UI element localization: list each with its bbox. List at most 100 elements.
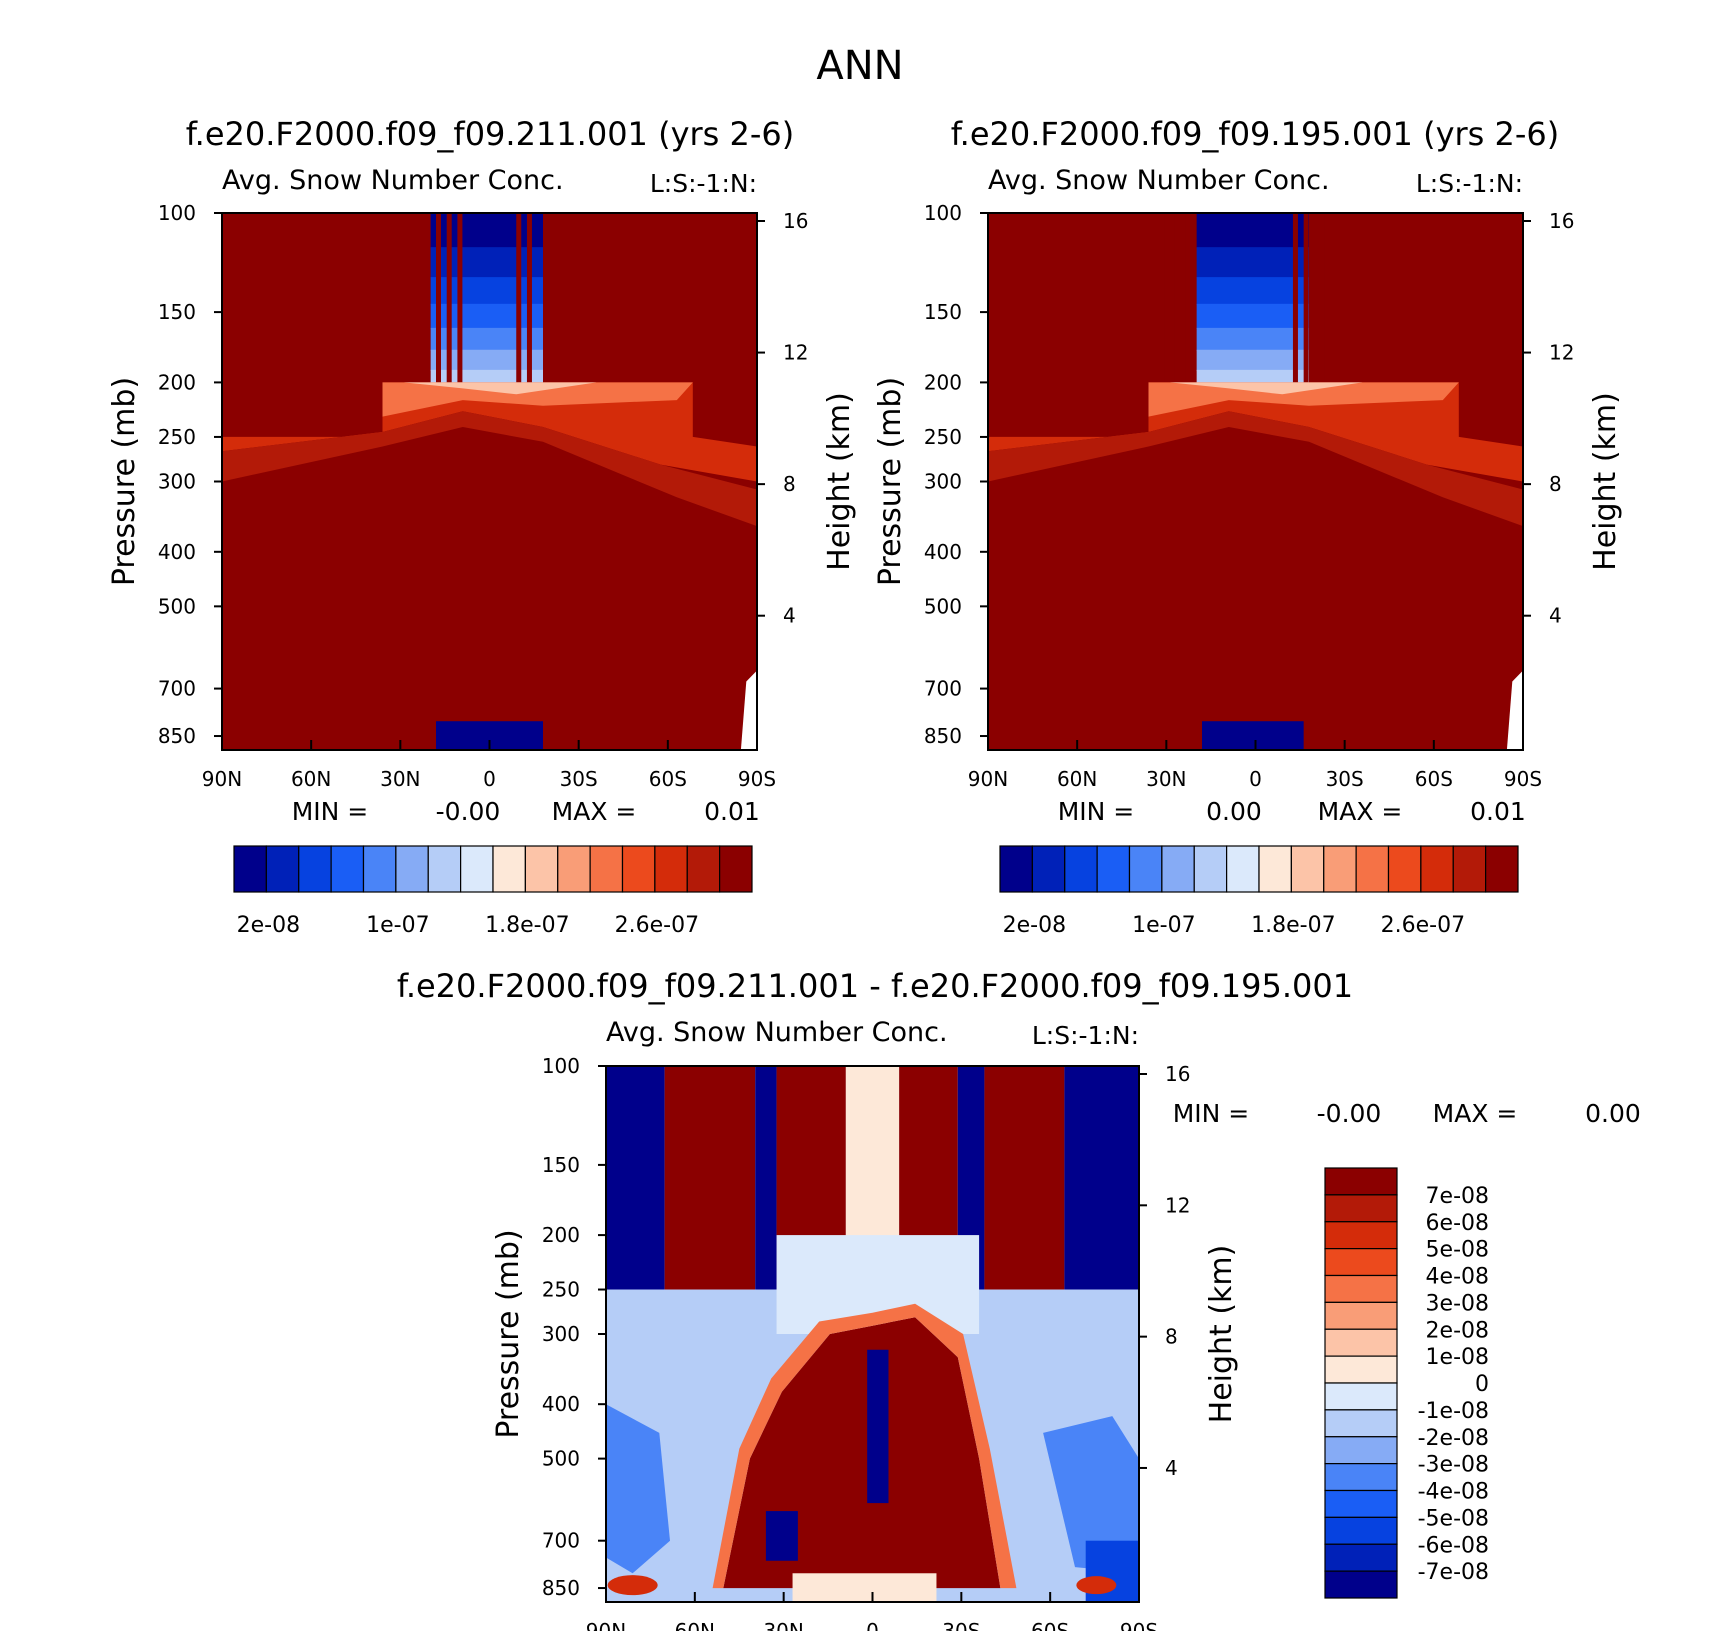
- side-patch: [1043, 1416, 1139, 1574]
- colorbar-swatch: [1324, 1489, 1398, 1518]
- x-tick-label: 90S: [1504, 767, 1542, 791]
- colorbar-label: 1.8e-07: [1251, 913, 1335, 938]
- upper-band: [1196, 247, 1309, 279]
- y-tick-label: 150: [542, 1153, 580, 1177]
- colorbar-swatch: [1324, 1274, 1398, 1303]
- streak: [1185, 213, 1191, 383]
- min-label: MIN =: [292, 797, 369, 826]
- min-value: -0.00: [436, 797, 501, 826]
- colorbar-swatch: [1324, 1221, 1398, 1250]
- colorbar-swatch: [1324, 1516, 1398, 1545]
- colorbar-label: -2e-08: [1418, 1426, 1489, 1451]
- y-tick-label: 700: [542, 1529, 580, 1553]
- colorbar-swatch: [1452, 845, 1487, 893]
- colorbar-label: -1e-08: [1418, 1399, 1489, 1424]
- colorbar-swatch: [1420, 845, 1454, 893]
- chart-subtitle: Avg. Snow Number Conc.: [606, 1017, 948, 1048]
- colorbar-label: -6e-08: [1418, 1533, 1489, 1558]
- y-tick-label: 850: [158, 724, 196, 748]
- chart-title: f.e20.F2000.f09_f09.211.001 - f.e20.F200…: [397, 967, 1353, 1005]
- x-tick-label: 90N: [586, 1619, 626, 1631]
- colorbar-swatch: [265, 845, 300, 893]
- x-tick-label: 60N: [1057, 767, 1097, 791]
- chart-top-left: f.e20.F2000.f09_f09.211.001 (yrs 2-6) Avg…: [107, 115, 857, 938]
- colorbar-label: 2e-08: [237, 913, 300, 938]
- colorbar-swatch: [1485, 845, 1519, 893]
- field: [222, 213, 757, 750]
- upper-strip: [1064, 1066, 1139, 1290]
- upper-strip: [984, 1066, 1065, 1290]
- x-tick-label: 90S: [1120, 1619, 1158, 1631]
- streak: [1159, 213, 1165, 383]
- x-tick-label: 0: [866, 1619, 879, 1631]
- min-label: MIN =: [1058, 797, 1135, 826]
- colorbar-swatch: [1324, 1436, 1398, 1465]
- y-tick-label: 100: [542, 1054, 580, 1078]
- colorbar-label: 1e-07: [366, 913, 429, 938]
- dome-intrusion: [867, 1349, 889, 1504]
- colorbar-label: -3e-08: [1418, 1453, 1489, 1478]
- streak: [1319, 213, 1325, 383]
- y-tick-label: 500: [924, 594, 962, 618]
- upper-strip: [755, 1066, 777, 1290]
- x-tick-label: 30S: [560, 767, 598, 791]
- y-tick-right-label: 12: [783, 341, 808, 365]
- x-tick-label: 30S: [942, 1619, 980, 1631]
- colorbar-swatch: [686, 845, 721, 893]
- min-label: MIN =: [1173, 1099, 1250, 1128]
- y-tick-label: 200: [924, 370, 962, 394]
- colorbar-swatch: [1226, 845, 1260, 893]
- tropopause-layer: [1148, 382, 1459, 417]
- streak: [516, 213, 522, 383]
- missing-area: [740, 670, 757, 750]
- max-label: MAX =: [1318, 797, 1403, 826]
- streak: [1169, 213, 1175, 383]
- y-tick-label: 150: [158, 300, 196, 324]
- tropopause-layer: [403, 382, 597, 395]
- chart-corner-label: L:S:-1:N:: [1416, 169, 1523, 198]
- y-tick-label: 700: [158, 677, 196, 701]
- missing-area: [1506, 670, 1523, 750]
- x-tick-label: 60N: [675, 1619, 715, 1631]
- x-tick-label: 30N: [380, 767, 420, 791]
- colorbar-swatch: [524, 845, 559, 893]
- surface-blob: [607, 1575, 658, 1596]
- colorbar-label: 6e-08: [1426, 1211, 1489, 1236]
- y-tick-label: 250: [924, 425, 962, 449]
- y-tick-right-label: 8: [1549, 472, 1562, 496]
- y-tick-label: 700: [924, 677, 962, 701]
- y-tick-right-label: 16: [1549, 209, 1574, 233]
- tropopause-layer: [382, 382, 693, 417]
- colorbar-label: 4e-08: [1426, 1265, 1489, 1290]
- streak: [436, 213, 441, 383]
- upper-band: [1196, 327, 1309, 351]
- colorbar-swatch: [1324, 1382, 1398, 1411]
- max-value: 0.00: [1585, 1099, 1641, 1128]
- colorbar-label: 0: [1475, 1372, 1489, 1397]
- colorbar-swatch: [1324, 1167, 1398, 1196]
- colorbar-swatch: [1324, 1248, 1398, 1277]
- y-tick-label: 250: [158, 425, 196, 449]
- colorbar-swatch: [1324, 1463, 1398, 1492]
- colorbar-swatch: [1323, 845, 1357, 893]
- max-value: 0.01: [1470, 797, 1526, 826]
- surface-block: [1202, 721, 1304, 750]
- max-label: MAX =: [552, 797, 637, 826]
- y-axis-right-label: Height (km): [1588, 392, 1623, 571]
- y-tick-label: 500: [542, 1447, 580, 1471]
- y-axis-label: Pressure (mb): [873, 377, 908, 586]
- y-tick-label: 850: [542, 1576, 580, 1600]
- figure-title: ANN: [816, 43, 903, 89]
- colorbar-swatch: [999, 845, 1033, 893]
- chart-title: f.e20.F2000.f09_f09.195.001 (yrs 2-6): [951, 115, 1560, 153]
- streak: [446, 213, 452, 383]
- tropopause-layer: [1169, 382, 1363, 395]
- colorbar-swatch: [460, 845, 494, 893]
- streak: [1292, 213, 1298, 383]
- y-axis-label: Pressure (mb): [107, 377, 142, 586]
- x-tick-label: 60S: [1415, 767, 1453, 791]
- colorbar-swatch: [1193, 845, 1228, 893]
- upper-band: [1196, 349, 1309, 371]
- y-tick-right-label: 8: [783, 472, 796, 496]
- y-tick-right-label: 4: [1549, 604, 1562, 628]
